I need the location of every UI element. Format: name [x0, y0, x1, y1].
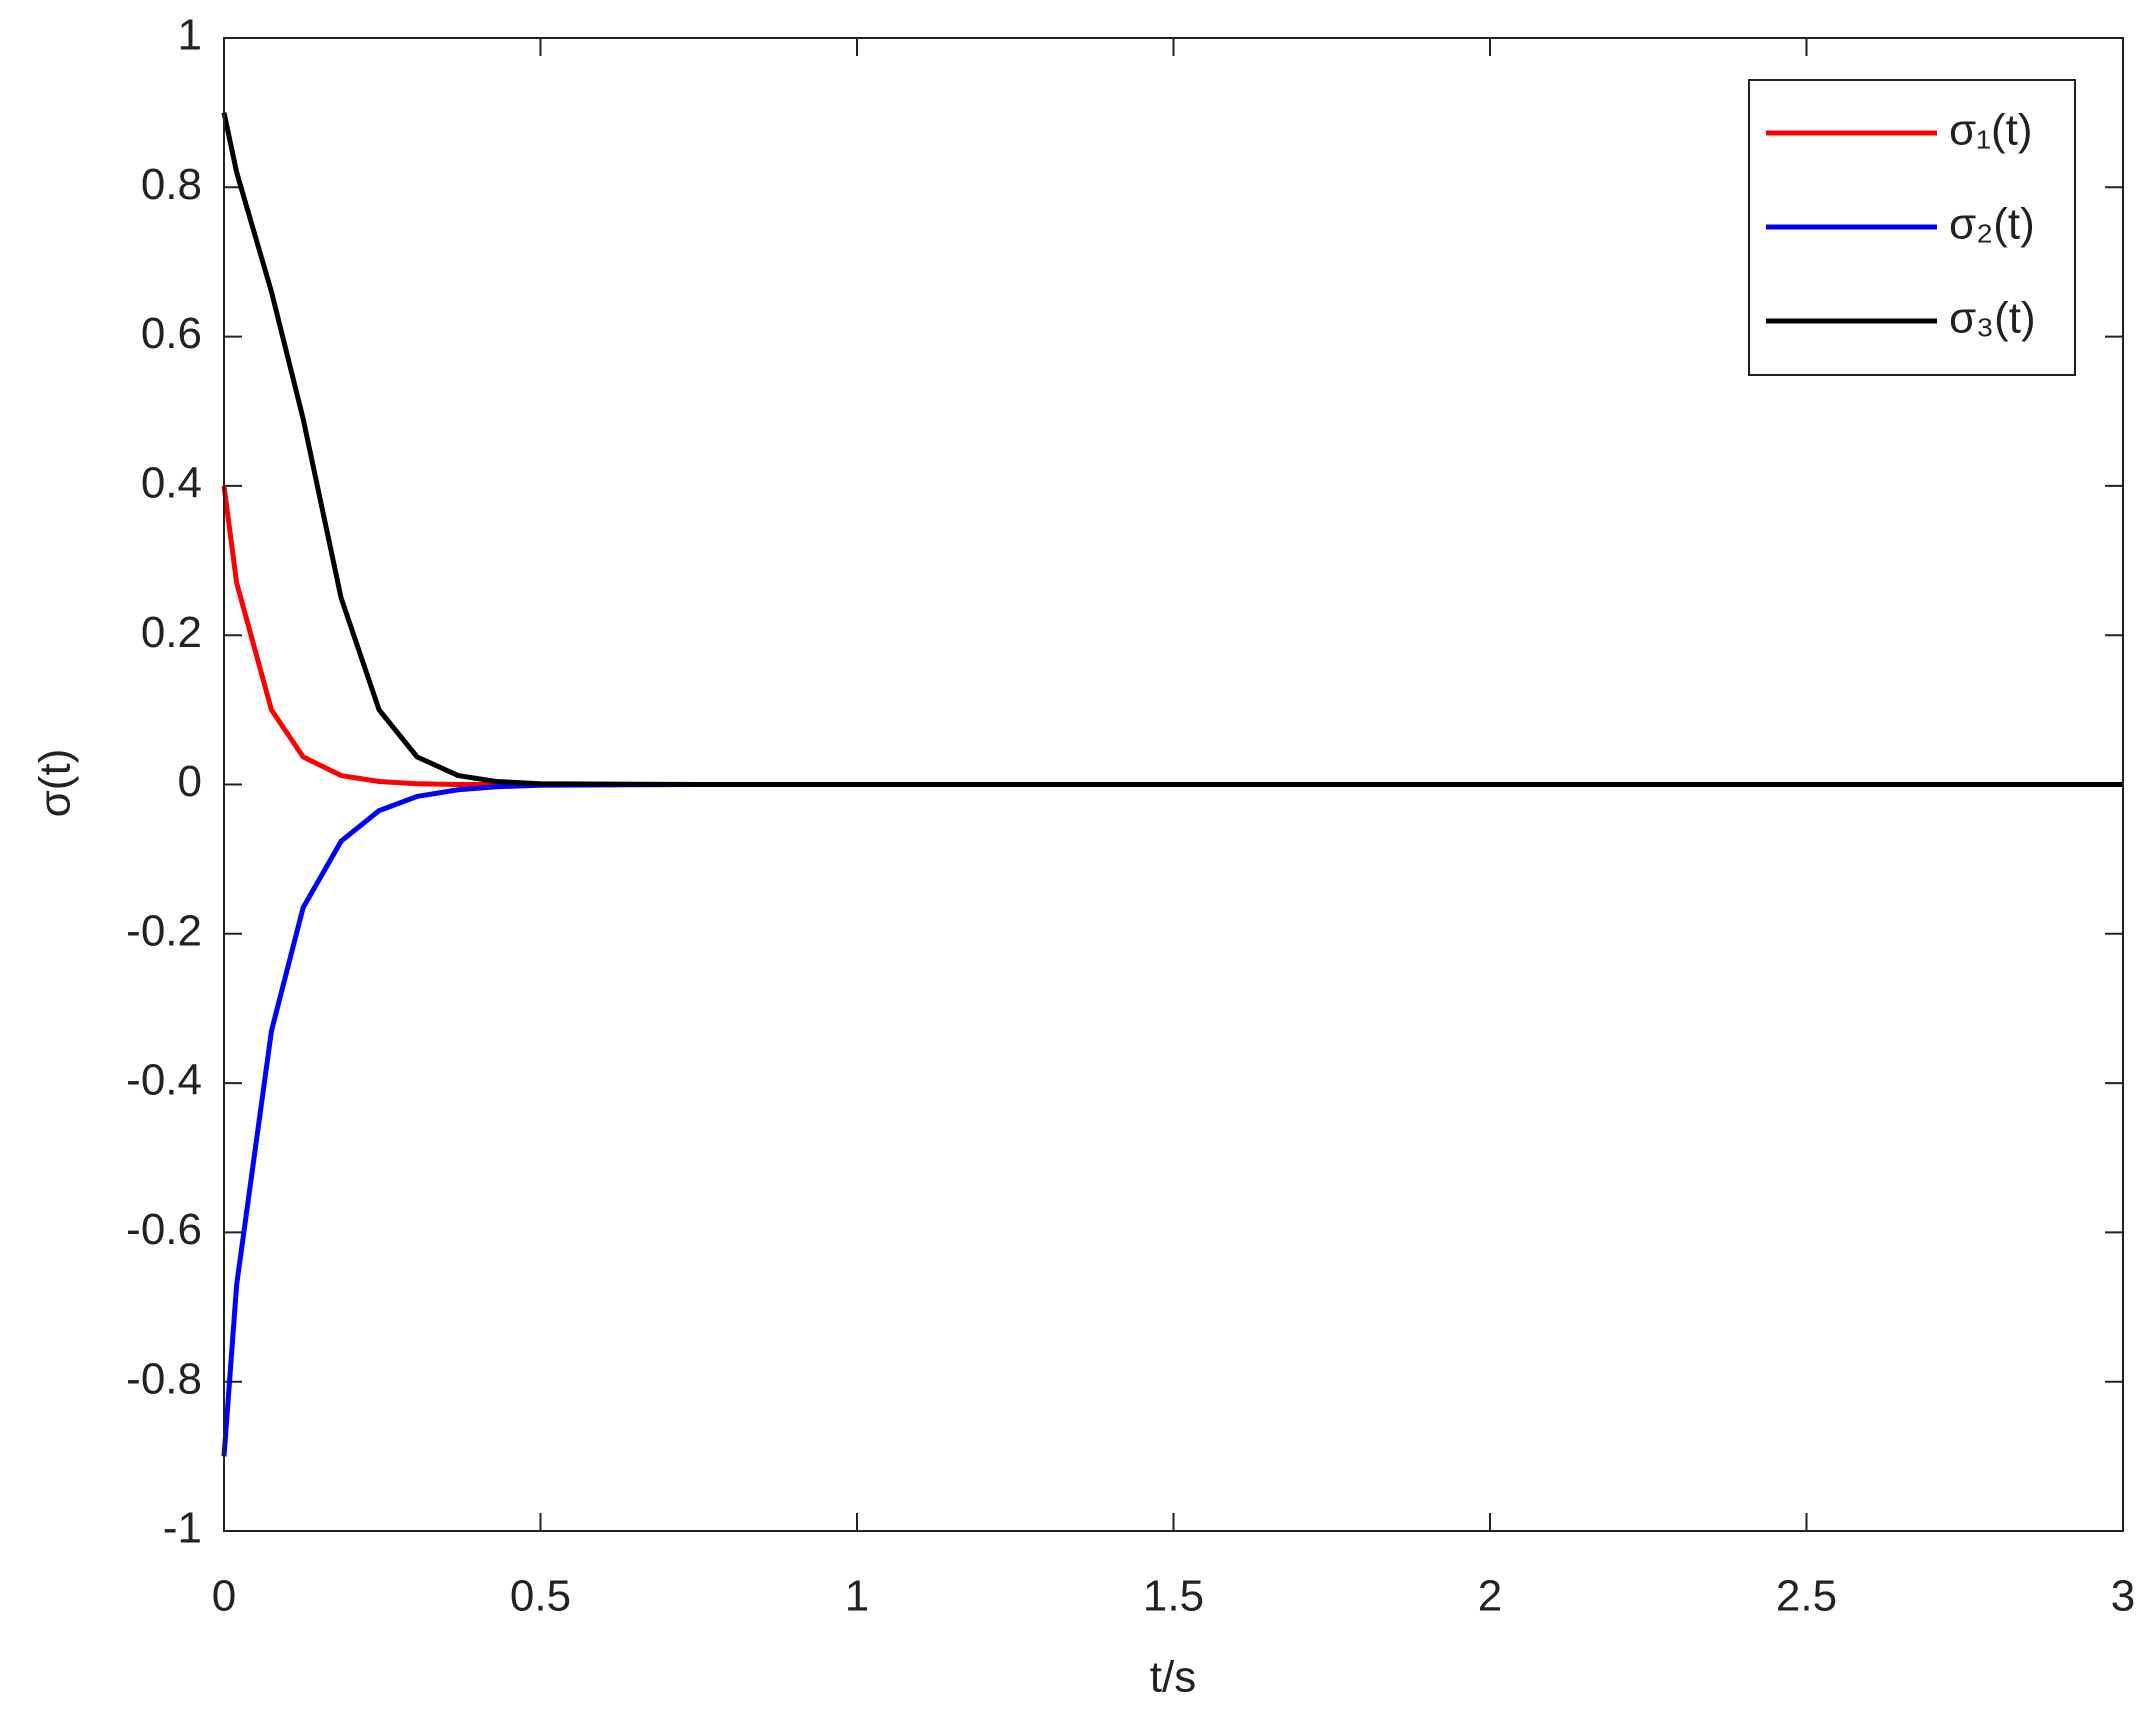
y-tick-label: -0.6 — [126, 1205, 202, 1254]
y-tick-label: 0.4 — [141, 459, 202, 508]
plot-frame — [223, 37, 2124, 1532]
y-tick-label: -0.2 — [126, 906, 202, 955]
x-tick-label: 2.5 — [1776, 1572, 1837, 1621]
legend-label: σ₃(t) — [1949, 294, 2036, 343]
y-tick-label: 0.8 — [141, 160, 202, 209]
x-tick-label: 3 — [2111, 1572, 2135, 1621]
y-tick-label: -0.4 — [126, 1056, 202, 1105]
y-tick-label: 0.6 — [141, 309, 202, 358]
y-tick-label: 0.2 — [141, 608, 202, 657]
x-tick-label: 0.5 — [510, 1572, 571, 1621]
y-axis-label: σ(t) — [31, 749, 80, 818]
y-tick-label: 0 — [178, 757, 202, 806]
y-tick-label: 1 — [178, 11, 202, 60]
x-tick-label: 2 — [1478, 1572, 1502, 1621]
y-tick-label: -1 — [163, 1504, 202, 1553]
legend-label: σ₁(t) — [1949, 106, 2033, 155]
legend-label: σ₂(t) — [1949, 200, 2035, 249]
y-tick-label: -0.8 — [126, 1354, 202, 1403]
x-tick-label: 1.5 — [1143, 1572, 1204, 1621]
x-tick-label: 0 — [212, 1572, 236, 1621]
x-tick-label: 1 — [845, 1572, 869, 1621]
x-axis-label: t/s — [1150, 1653, 1196, 1702]
series-line — [221, 112, 2123, 787]
